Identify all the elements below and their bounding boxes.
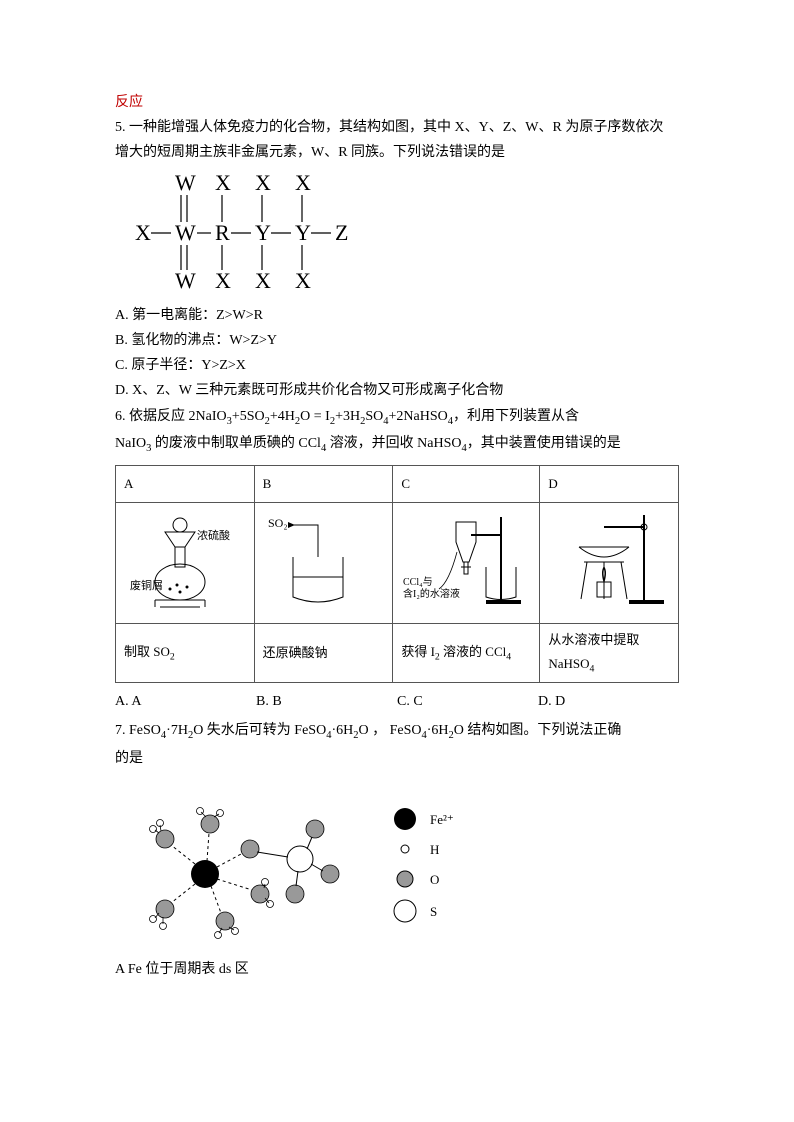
q5-optA: A. 第一电离能：Z>W>R <box>115 303 679 328</box>
q6-table: A B C D 浓硫酸 废铜屑 SO₂ <box>115 465 679 683</box>
q5-stem1: 5. 一种能增强人体免疫力的化合物，其结构如图，其中 X、Y、Z、W、R 为原子… <box>115 115 679 140</box>
q6-optA: A. A <box>115 689 256 714</box>
svg-text:X: X <box>295 268 311 290</box>
q6-optC: C. C <box>397 689 538 714</box>
hdr-D: D <box>540 465 679 502</box>
svg-text:X: X <box>215 268 231 290</box>
svg-text:SO₂: SO₂ <box>268 516 288 530</box>
legend-O: O <box>430 872 439 887</box>
svg-text:含I₂的水溶液: 含I₂的水溶液 <box>403 587 460 600</box>
q7-structure <box>115 779 355 949</box>
q5-optC: C. 原子半径：Y>Z>X <box>115 353 679 378</box>
apparatus-D <box>540 502 679 623</box>
legend-S: S <box>430 904 437 919</box>
frag-prev: 反应 <box>115 90 679 115</box>
q6-options: A. A B. B C. C D. D <box>115 689 679 714</box>
q6-optB: B. B <box>256 689 397 714</box>
legend-Fe: Fe²⁺ <box>430 812 454 827</box>
desc-C: 获得 I2 溶液的 CCl4 <box>393 624 540 683</box>
q7-stem1: 7. FeSO4·7H2O 失水后可转为 FeSO4·6H2O ， FeSO4·… <box>115 718 679 746</box>
q6-stem1: 6. 依据反应 2NaIO3+5SO2+4H2O = I2+3H2SO4+2Na… <box>115 404 679 432</box>
svg-text:Z: Z <box>335 220 348 245</box>
table-row: 制取 SO2 还原碘酸钠 获得 I2 溶液的 CCl4 从水溶液中提取NaHSO… <box>116 624 679 683</box>
hdr-C: C <box>393 465 540 502</box>
desc-D: 从水溶液中提取NaHSO4 <box>540 624 679 683</box>
svg-text:Y: Y <box>255 220 271 245</box>
svg-text:W: W <box>175 220 196 245</box>
q7-legend: Fe²⁺ H O S <box>385 799 515 929</box>
svg-text:X: X <box>215 170 231 195</box>
svg-text:废铜屑: 废铜屑 <box>130 578 163 592</box>
q7-optA: A Fe 位于周期表 ds 区 <box>115 957 679 982</box>
q6-stem2: NaIO3 的废液中制取单质碘的 CCl4 溶液，并回收 NaHSO4，其中装置… <box>115 431 679 459</box>
svg-text:浓硫酸: 浓硫酸 <box>197 528 230 542</box>
hdr-A: A <box>116 465 255 502</box>
q5-optB: B. 氢化物的沸点：W>Z>Y <box>115 328 679 353</box>
svg-text:X: X <box>255 268 271 290</box>
q5-stem2: 增大的短周期主族非金属元素，W、R 同族。下列说法错误的是 <box>115 140 679 165</box>
table-row: 浓硫酸 废铜屑 SO₂ <box>116 502 679 623</box>
svg-text:CCl₄与: CCl₄与 <box>403 576 433 588</box>
apparatus-B: SO₂ <box>254 502 393 623</box>
svg-text:X: X <box>295 170 311 195</box>
apparatus-A: 浓硫酸 废铜屑 <box>116 502 255 623</box>
apparatus-C: CCl₄与 含I₂的水溶液 <box>393 502 540 623</box>
svg-text:X: X <box>135 220 151 245</box>
svg-text:R: R <box>215 220 230 245</box>
svg-text:X: X <box>255 170 271 195</box>
table-row: A B C D <box>116 465 679 502</box>
legend-H: H <box>430 842 439 857</box>
svg-text:Y: Y <box>295 220 311 245</box>
q7-stem2: 的是 <box>115 746 679 771</box>
desc-A: 制取 SO2 <box>116 624 255 683</box>
svg-text:W: W <box>175 170 196 195</box>
q5-optD: D. X、Z、W 三种元素既可形成共价化合物又可形成离子化合物 <box>115 378 679 403</box>
svg-text:W: W <box>175 268 196 290</box>
q6-optD: D. D <box>538 689 679 714</box>
hdr-B: B <box>254 465 393 502</box>
q5-structure: X W R Y Y Z W X X X W X X X <box>125 170 365 290</box>
desc-B: 还原碘酸钠 <box>254 624 393 683</box>
